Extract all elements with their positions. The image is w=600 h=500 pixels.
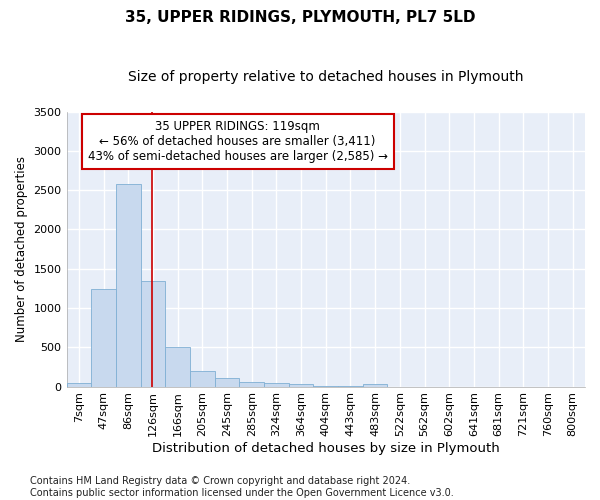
Text: 35 UPPER RIDINGS: 119sqm
← 56% of detached houses are smaller (3,411)
43% of sem: 35 UPPER RIDINGS: 119sqm ← 56% of detach… [88, 120, 388, 163]
Text: 35, UPPER RIDINGS, PLYMOUTH, PL7 5LD: 35, UPPER RIDINGS, PLYMOUTH, PL7 5LD [125, 10, 475, 25]
Bar [239, 382, 264, 386]
Bar [363, 384, 388, 386]
X-axis label: Distribution of detached houses by size in Plymouth: Distribution of detached houses by size … [152, 442, 500, 455]
Bar [190, 371, 215, 386]
Bar [116, 184, 140, 386]
Bar [91, 289, 116, 386]
Bar [289, 384, 313, 386]
Title: Size of property relative to detached houses in Plymouth: Size of property relative to detached ho… [128, 70, 524, 84]
Bar [67, 382, 91, 386]
Bar [165, 348, 190, 387]
Y-axis label: Number of detached properties: Number of detached properties [15, 156, 28, 342]
Bar [264, 382, 289, 386]
Text: Contains HM Land Registry data © Crown copyright and database right 2024.
Contai: Contains HM Land Registry data © Crown c… [30, 476, 454, 498]
Bar [215, 378, 239, 386]
Bar [140, 282, 165, 387]
